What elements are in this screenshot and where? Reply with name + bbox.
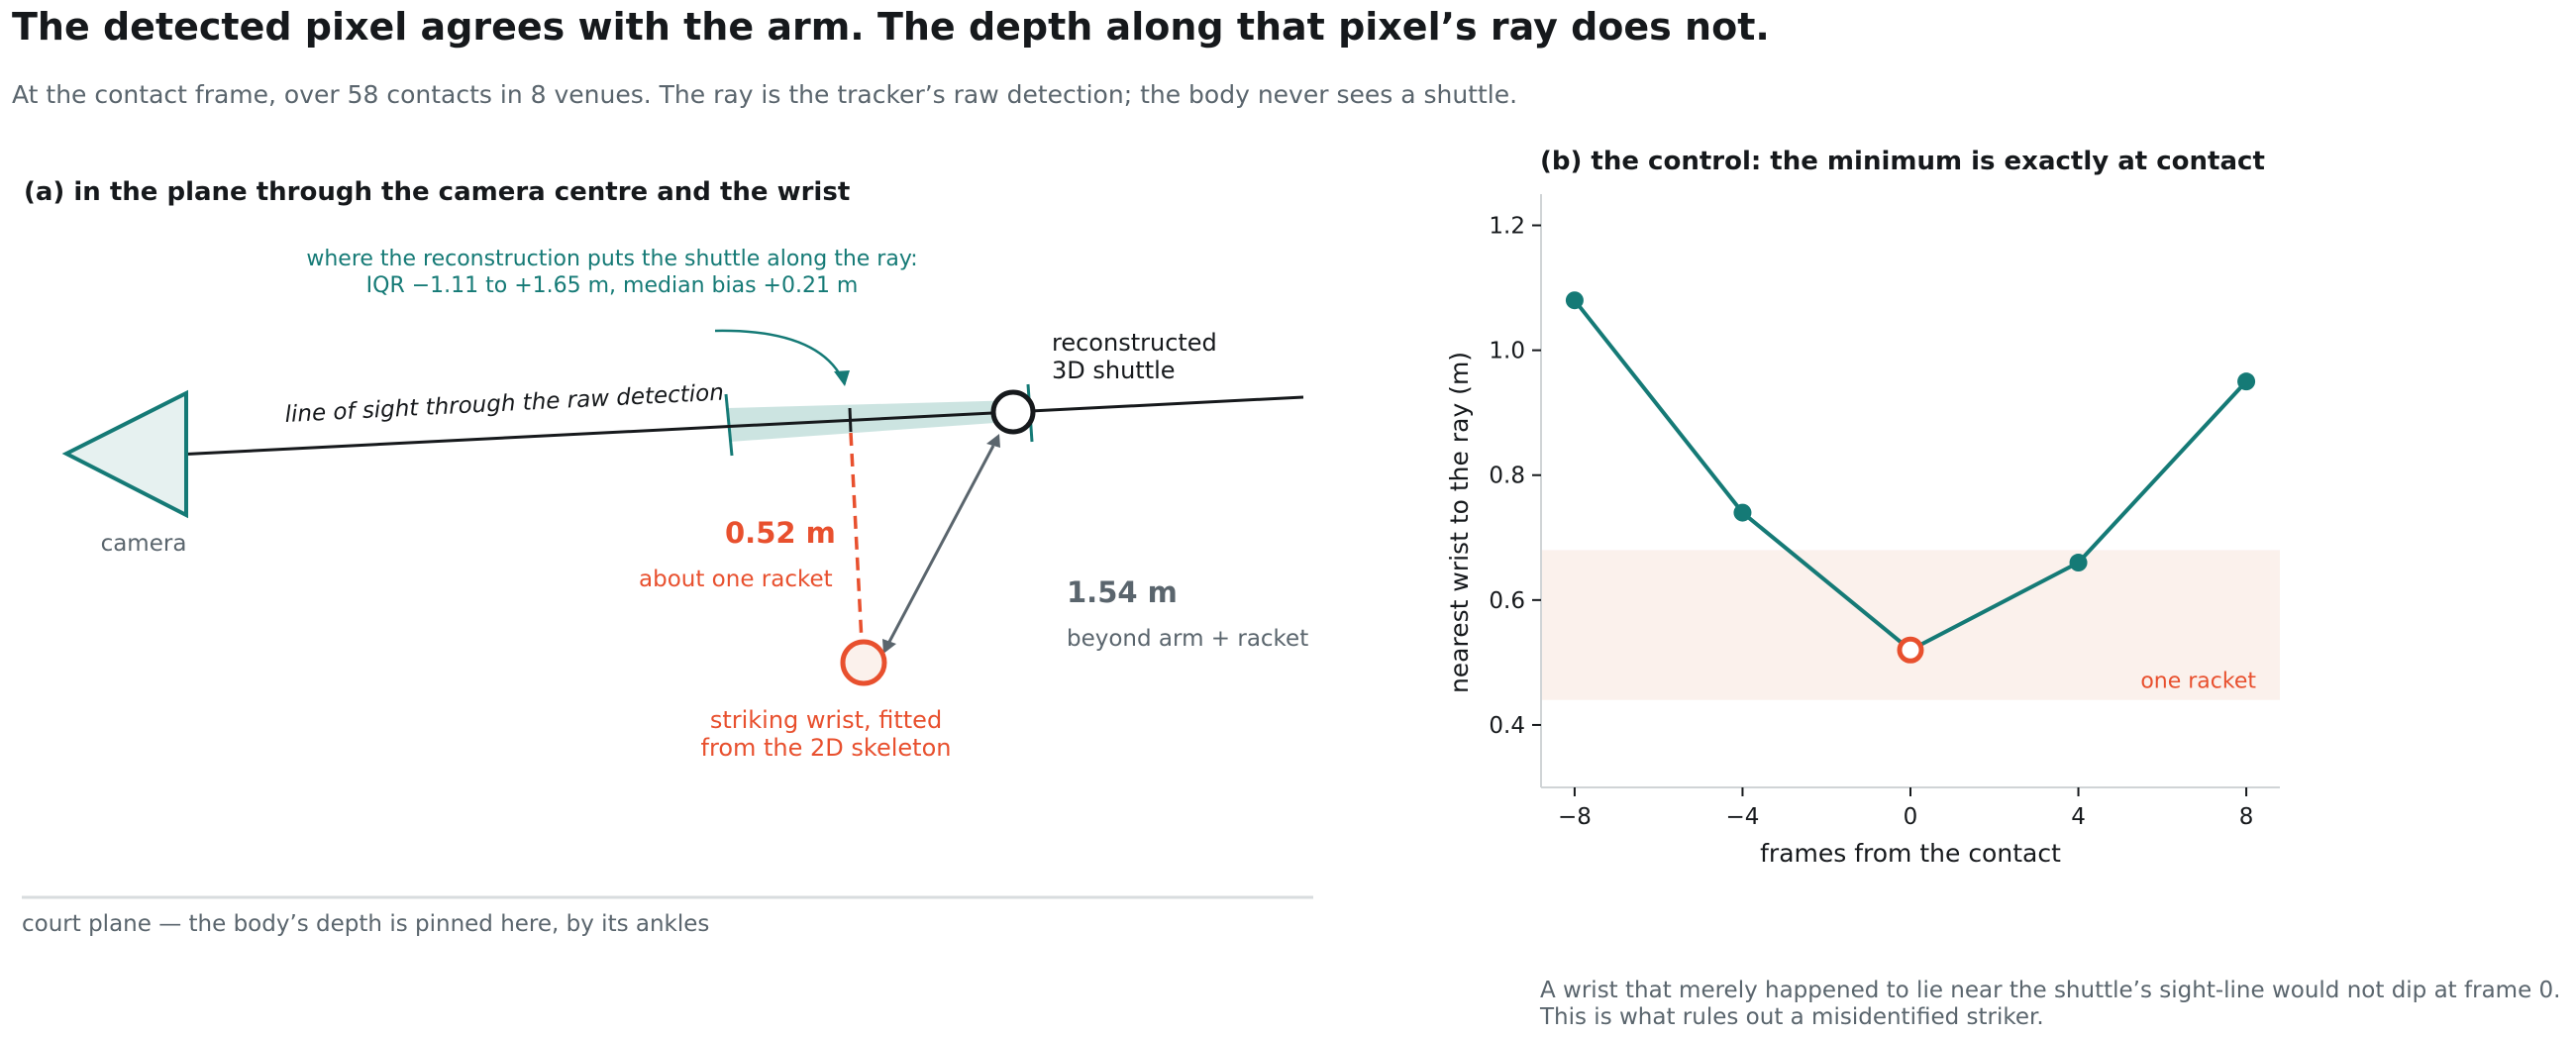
x-tick-label: −4 [1726,804,1760,830]
y-tick-label: 1.0 [1489,339,1525,364]
panel-b-title: (b) the control: the minimum is exactly … [1540,147,2265,176]
shuttle-distance-value: 1.54 m [1067,575,1178,609]
perp-distance-caption: about one racket [639,567,833,592]
x-tick-label: 0 [1904,804,1918,830]
x-tick-label: 8 [2239,804,2254,830]
depth-iqr-band [728,400,1022,442]
striking-wrist-marker [840,639,887,686]
ray-label: line of sight through the raw detection [284,380,724,428]
chart-footnote-line2: This is what rules out a misidentified s… [1539,1004,2044,1030]
contact-point-marker [1897,636,1924,664]
wrist-label-line2: from the 2D skeleton [701,734,952,762]
wrist-label-line1: striking wrist, fitted [710,706,942,734]
perpendicular-distance-line [849,432,864,643]
y-tick-label: 1.2 [1489,214,1525,240]
one-racket-band [1541,550,2280,700]
annotation-arrow [714,329,847,385]
chart-footnote-line1: A wrist that merely happened to lie near… [1540,978,2560,1003]
data-point [1565,291,1584,310]
wrist-distance-chart: one racket 0.4 0.6 0.8 1.0 1.2 −8 −4 0 4 8 frames f… [1445,194,2280,868]
median-tick [848,407,853,433]
y-axis-label: nearest wrist to the ray (m) [1445,352,1474,693]
annotation-arrowhead [834,370,850,386]
shuttle-label-line2: 3D shuttle [1052,357,1176,384]
camera-label: camera [101,531,187,557]
page-title: The detected pixel agrees with the arm. … [12,5,1770,49]
y-tick-label: 0.4 [1489,713,1525,739]
iqr-end-tick-left [724,393,734,457]
y-tick-label: 0.6 [1489,588,1525,614]
ray-annotation-line2: IQR −1.11 to +1.65 m, median bias +0.21 … [366,273,859,298]
shuttle-label-line1: reconstructed [1052,329,1217,357]
arrowhead-shuttle [986,434,1000,448]
shuttle-distance-caption: beyond arm + racket [1067,626,1308,652]
arrowhead-wrist [882,639,896,654]
data-point [2069,554,2088,572]
x-tick-label: −8 [1558,804,1592,830]
court-plane-label: court plane — the body’s depth is pinned… [22,911,709,937]
x-tick-label: 4 [2071,804,2086,830]
reconstructed-shuttle-marker [990,389,1036,435]
y-tick-label: 0.8 [1489,464,1525,489]
band-label: one racket [2140,670,2256,694]
perp-distance-value: 0.52 m [725,516,836,550]
camera-icon [61,389,188,519]
data-point [1733,503,1752,522]
shuttle-wrist-distance-line [887,445,995,643]
data-point [2237,372,2256,391]
panel-a-title: (a) in the plane through the camera cent… [24,177,850,207]
panel-b: (b) the control: the minimum is exactly … [1445,147,2560,1030]
x-axis-label: frames from the contact [1760,839,2061,868]
line-of-sight [175,395,1304,457]
ray-annotation-line1: where the reconstruction puts the shuttl… [306,247,917,271]
panel-a: (a) in the plane through the camera cent… [22,177,1313,937]
page-subtitle: At the contact frame, over 58 contacts i… [12,80,1517,109]
